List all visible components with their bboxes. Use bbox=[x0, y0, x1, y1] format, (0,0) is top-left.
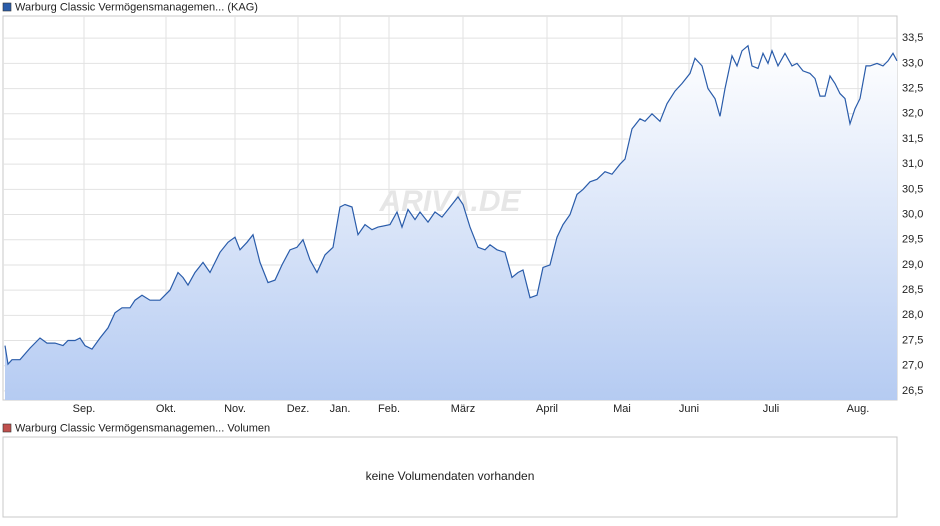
area-fill bbox=[5, 45, 897, 400]
x-tick-label: April bbox=[536, 403, 558, 415]
y-tick-label: 28,0 bbox=[902, 309, 923, 321]
volume-frame bbox=[2, 436, 898, 518]
x-tick-label: Okt. bbox=[156, 403, 176, 415]
x-tick-label: Nov. bbox=[224, 403, 246, 415]
y-tick-label: 32,0 bbox=[902, 108, 923, 120]
y-tick-label: 26,5 bbox=[902, 385, 923, 397]
y-tick-label: 30,0 bbox=[902, 208, 923, 220]
y-tick-label: 32,5 bbox=[902, 82, 923, 94]
y-tick-label: 27,5 bbox=[902, 334, 923, 346]
empty-message: keine Volumendaten vorhanden bbox=[366, 469, 535, 483]
y-tick-label: 31,0 bbox=[902, 158, 923, 170]
legend-label: Warburg Classic Vermögensmanagemen... (K… bbox=[15, 1, 258, 13]
x-tick-label: März bbox=[451, 403, 475, 415]
x-tick-label: Feb. bbox=[378, 403, 400, 415]
x-tick-label: Mai bbox=[613, 403, 631, 415]
layer: 26,5 27,0 27,5 28,0 28,5 29,0 29,5 30,0 30,5 31,0… bbox=[2, 1, 923, 483]
price-line bbox=[4, 44, 898, 366]
legend-swatch bbox=[2, 423, 12, 433]
x-tick-label: Sep. bbox=[73, 403, 96, 415]
y-tick-label: 31,5 bbox=[902, 133, 923, 145]
x-tick-label: Dez. bbox=[287, 403, 310, 415]
y-tick-label: 27,0 bbox=[902, 360, 923, 372]
x-tick-label: Aug. bbox=[847, 403, 870, 415]
x-tick-label: Juli bbox=[763, 403, 780, 415]
y-tick-label: 29,5 bbox=[902, 234, 923, 246]
y-tick-label: 33,5 bbox=[902, 32, 923, 44]
legend-label: Warburg Classic Vermögensmanagemen... Vo… bbox=[15, 422, 270, 434]
y-tick-label: 28,5 bbox=[902, 284, 923, 296]
y-tick-label: 30,5 bbox=[902, 183, 923, 195]
x-tick-label: Jan. bbox=[330, 403, 351, 415]
legend-swatch bbox=[2, 2, 12, 12]
y-tick-label: 33,0 bbox=[902, 57, 923, 69]
x-tick-label: Juni bbox=[679, 403, 699, 415]
y-tick-label: 29,0 bbox=[902, 259, 923, 271]
